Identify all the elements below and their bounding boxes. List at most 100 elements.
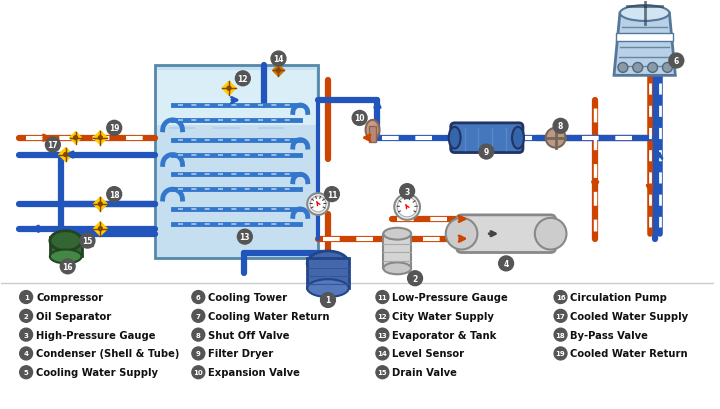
Text: 10: 10 (354, 114, 365, 123)
FancyBboxPatch shape (451, 124, 523, 153)
Bar (616, 34, 673, 42)
Text: Filter Dryer: Filter Dryer (208, 348, 274, 359)
Circle shape (73, 136, 78, 140)
Circle shape (669, 54, 684, 69)
Polygon shape (222, 82, 229, 96)
Polygon shape (70, 133, 76, 144)
Text: 3: 3 (405, 187, 410, 196)
Polygon shape (76, 133, 81, 144)
Circle shape (19, 347, 32, 360)
Circle shape (554, 310, 567, 322)
Text: 14: 14 (377, 351, 387, 357)
Text: 1: 1 (325, 296, 330, 305)
Text: Cooling Tower: Cooling Tower (208, 292, 287, 302)
Text: 1: 1 (24, 294, 29, 300)
Polygon shape (100, 222, 107, 236)
Circle shape (19, 310, 32, 322)
Circle shape (376, 347, 389, 360)
Text: 15: 15 (377, 369, 387, 375)
Polygon shape (66, 148, 73, 162)
Circle shape (553, 119, 568, 134)
Text: 12: 12 (377, 313, 387, 319)
Text: Level Sensor: Level Sensor (392, 348, 464, 359)
Text: 10: 10 (194, 369, 203, 375)
Circle shape (19, 291, 32, 304)
Text: Compressor: Compressor (36, 292, 103, 302)
Circle shape (192, 328, 204, 341)
Circle shape (376, 291, 389, 304)
Circle shape (64, 153, 68, 157)
Text: 13: 13 (377, 332, 387, 338)
Circle shape (310, 197, 326, 212)
Text: 14: 14 (274, 55, 284, 64)
Circle shape (376, 310, 389, 322)
Circle shape (19, 366, 32, 379)
Circle shape (479, 145, 494, 160)
Ellipse shape (307, 252, 348, 276)
Polygon shape (94, 222, 100, 236)
Circle shape (618, 63, 628, 73)
Polygon shape (279, 65, 284, 77)
Text: 17: 17 (48, 141, 58, 150)
Ellipse shape (449, 128, 461, 149)
Circle shape (99, 202, 102, 207)
Text: 9: 9 (196, 351, 201, 357)
Ellipse shape (50, 231, 81, 251)
Text: 13: 13 (240, 233, 250, 242)
Text: Oil Separator: Oil Separator (36, 311, 112, 321)
Polygon shape (94, 198, 100, 211)
Text: 12: 12 (238, 74, 248, 83)
Text: Circulation Pump: Circulation Pump (570, 292, 667, 302)
Polygon shape (59, 148, 66, 162)
Circle shape (192, 347, 204, 360)
Circle shape (192, 291, 204, 304)
Text: 8: 8 (196, 332, 201, 338)
Circle shape (408, 271, 423, 286)
Text: 8: 8 (558, 122, 563, 131)
Text: Cooling Water Return: Cooling Water Return (208, 311, 330, 321)
Text: Condenser (Shell & Tube): Condenser (Shell & Tube) (36, 348, 179, 359)
Ellipse shape (50, 250, 81, 264)
Circle shape (633, 63, 643, 73)
Text: High-Pressure Gauge: High-Pressure Gauge (36, 330, 156, 340)
Circle shape (192, 366, 204, 379)
Ellipse shape (366, 121, 379, 140)
Circle shape (271, 52, 286, 67)
Text: Evaporator & Tank: Evaporator & Tank (392, 330, 497, 340)
Text: 5: 5 (24, 369, 29, 375)
Text: Cooled Water Return: Cooled Water Return (570, 348, 688, 359)
Polygon shape (100, 131, 107, 145)
Circle shape (400, 184, 415, 199)
Text: Expansion Valve: Expansion Valve (208, 367, 300, 378)
Circle shape (320, 293, 336, 308)
Circle shape (554, 291, 567, 304)
Text: Shut Off Valve: Shut Off Valve (208, 330, 289, 340)
Polygon shape (273, 65, 279, 77)
Text: 4: 4 (503, 259, 509, 268)
Circle shape (99, 136, 102, 140)
Text: 11: 11 (327, 190, 337, 199)
Text: Low-Pressure Gauge: Low-Pressure Gauge (392, 292, 508, 302)
Circle shape (395, 195, 420, 220)
Bar (50, 237, 81, 257)
Circle shape (107, 121, 122, 136)
Text: 7: 7 (196, 313, 201, 319)
Bar (369, 126, 377, 142)
Circle shape (546, 128, 565, 148)
Ellipse shape (307, 279, 348, 297)
Polygon shape (94, 131, 100, 145)
Text: 6: 6 (674, 57, 679, 66)
Circle shape (647, 63, 657, 73)
Circle shape (45, 138, 60, 153)
Ellipse shape (383, 228, 411, 240)
Circle shape (554, 347, 567, 360)
Text: 15: 15 (82, 236, 93, 245)
Polygon shape (100, 198, 107, 211)
Text: Cooling Water Supply: Cooling Water Supply (36, 367, 158, 378)
Polygon shape (614, 14, 675, 76)
Text: 16: 16 (63, 262, 73, 271)
Circle shape (19, 328, 32, 341)
Circle shape (276, 69, 281, 73)
Bar (383, 234, 411, 269)
FancyBboxPatch shape (456, 216, 556, 253)
